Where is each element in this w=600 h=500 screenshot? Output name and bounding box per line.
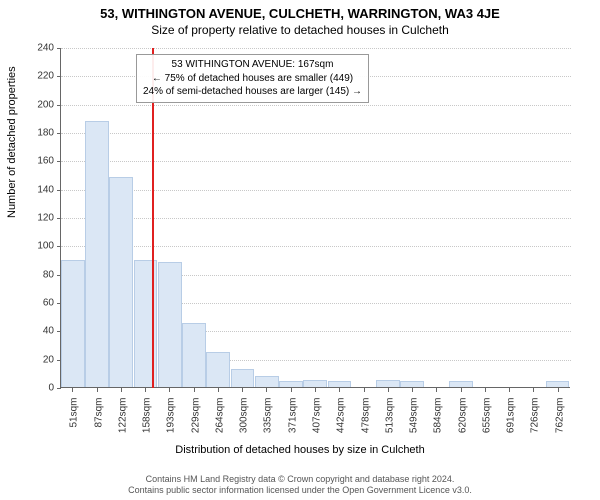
xtick-mark: [339, 388, 340, 392]
xtick-mark: [533, 388, 534, 392]
ytick-label: 220: [24, 71, 54, 82]
xtick-label: 478sqm: [360, 398, 371, 448]
xtick-mark: [461, 388, 462, 392]
histogram-bar: [449, 381, 473, 387]
xtick-mark: [97, 388, 98, 392]
gridline-h: [61, 218, 571, 219]
info-line-1: 53 WITHINGTON AVENUE: 167sqm: [143, 58, 362, 72]
xtick-mark: [291, 388, 292, 392]
histogram-bar: [303, 380, 327, 387]
xtick-label: 549sqm: [409, 398, 420, 448]
histogram-bar: [85, 121, 109, 387]
ytick-label: 60: [24, 298, 54, 309]
gridline-h: [61, 105, 571, 106]
chart-title-main: 53, WITHINGTON AVENUE, CULCHETH, WARRING…: [0, 0, 600, 21]
ytick-label: 180: [24, 128, 54, 139]
xtick-mark: [218, 388, 219, 392]
xtick-label: 264sqm: [214, 398, 225, 448]
xtick-label: 300sqm: [239, 398, 250, 448]
xtick-label: 407sqm: [312, 398, 323, 448]
xtick-mark: [388, 388, 389, 392]
xtick-mark: [169, 388, 170, 392]
ytick-mark: [57, 246, 61, 247]
histogram-bar: [279, 381, 303, 387]
xtick-label: 513sqm: [384, 398, 395, 448]
xtick-label: 620sqm: [457, 398, 468, 448]
histogram-bar: [255, 376, 279, 387]
footer-line-1: Contains HM Land Registry data © Crown c…: [0, 474, 600, 485]
histogram-bar: [109, 177, 133, 387]
gridline-h: [61, 190, 571, 191]
xtick-label: 655sqm: [481, 398, 492, 448]
info-callout-box: 53 WITHINGTON AVENUE: 167sqm ← 75% of de…: [136, 54, 369, 103]
ytick-mark: [57, 105, 61, 106]
ytick-label: 120: [24, 213, 54, 224]
xtick-mark: [509, 388, 510, 392]
ytick-label: 100: [24, 241, 54, 252]
chart-title-sub: Size of property relative to detached ho…: [0, 21, 600, 37]
info-line-3: 24% of semi-detached houses are larger (…: [143, 85, 362, 99]
xtick-label: 371sqm: [287, 398, 298, 448]
xtick-label: 51sqm: [69, 398, 80, 448]
ytick-mark: [57, 190, 61, 191]
xtick-label: 229sqm: [190, 398, 201, 448]
histogram-bar: [400, 381, 424, 387]
xtick-label: 158sqm: [142, 398, 153, 448]
xtick-mark: [485, 388, 486, 392]
ytick-label: 140: [24, 184, 54, 195]
xtick-mark: [266, 388, 267, 392]
ytick-label: 20: [24, 354, 54, 365]
xtick-mark: [72, 388, 73, 392]
gridline-h: [61, 161, 571, 162]
xtick-mark: [315, 388, 316, 392]
histogram-bar: [231, 369, 255, 387]
xtick-mark: [242, 388, 243, 392]
gridline-h: [61, 48, 571, 49]
ytick-mark: [57, 133, 61, 134]
histogram-bar: [328, 381, 352, 387]
ytick-label: 200: [24, 99, 54, 110]
ytick-label: 80: [24, 269, 54, 280]
ytick-mark: [57, 161, 61, 162]
histogram-bar: [546, 381, 570, 387]
xtick-label: 762sqm: [554, 398, 565, 448]
gridline-h: [61, 246, 571, 247]
xtick-label: 193sqm: [166, 398, 177, 448]
xtick-label: 87sqm: [93, 398, 104, 448]
ytick-mark: [57, 76, 61, 77]
xtick-label: 584sqm: [433, 398, 444, 448]
xtick-mark: [194, 388, 195, 392]
chart-container: 53, WITHINGTON AVENUE, CULCHETH, WARRING…: [0, 0, 600, 500]
x-axis-title: Distribution of detached houses by size …: [0, 444, 600, 456]
y-axis-title: Number of detached properties: [6, 66, 18, 218]
histogram-bar: [182, 323, 206, 387]
chart-plot-area: 53 WITHINGTON AVENUE: 167sqm ← 75% of de…: [60, 48, 570, 388]
xtick-label: 691sqm: [506, 398, 517, 448]
xtick-label: 442sqm: [336, 398, 347, 448]
histogram-bar: [376, 380, 400, 387]
ytick-label: 40: [24, 326, 54, 337]
xtick-mark: [436, 388, 437, 392]
ytick-label: 160: [24, 156, 54, 167]
xtick-mark: [145, 388, 146, 392]
histogram-bar: [158, 262, 182, 387]
info-line-2: ← 75% of detached houses are smaller (44…: [143, 72, 362, 86]
ytick-mark: [57, 48, 61, 49]
xtick-label: 335sqm: [263, 398, 274, 448]
footer-attribution: Contains HM Land Registry data © Crown c…: [0, 474, 600, 497]
xtick-label: 726sqm: [530, 398, 541, 448]
histogram-bar: [206, 352, 230, 387]
xtick-label: 122sqm: [117, 398, 128, 448]
xtick-mark: [364, 388, 365, 392]
ytick-label: 0: [24, 383, 54, 394]
xtick-mark: [121, 388, 122, 392]
footer-line-2: Contains public sector information licen…: [0, 485, 600, 496]
gridline-h: [61, 133, 571, 134]
ytick-label: 240: [24, 43, 54, 54]
xtick-mark: [412, 388, 413, 392]
ytick-mark: [57, 388, 61, 389]
xtick-mark: [558, 388, 559, 392]
ytick-mark: [57, 218, 61, 219]
histogram-bar: [61, 260, 85, 388]
